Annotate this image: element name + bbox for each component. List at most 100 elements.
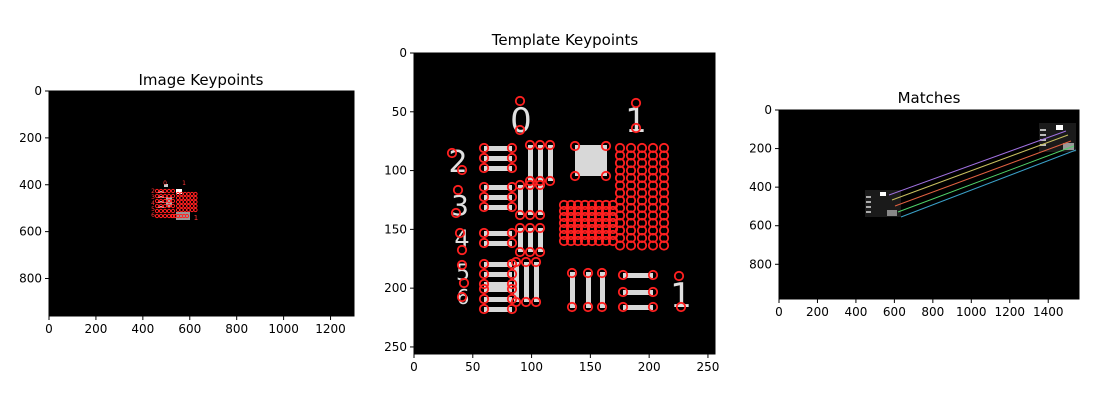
keypoint-marker — [647, 240, 659, 251]
keypoint-marker — [514, 95, 526, 107]
keypoint-marker — [514, 209, 526, 221]
x-tick-label: 250 — [696, 360, 719, 374]
keypoint-marker — [593, 205, 605, 217]
keypoint-marker — [446, 147, 458, 159]
keypoint-marker — [162, 193, 168, 199]
matches-left-cluster — [865, 190, 901, 217]
keypoint-marker — [506, 268, 518, 280]
x-tick-label: 1000 — [268, 322, 299, 336]
template-bar — [484, 146, 512, 151]
keypoint-marker — [586, 217, 598, 229]
y-tick-label: 400 — [19, 178, 42, 192]
keypoint-marker — [478, 237, 490, 249]
keypoint-marker — [162, 203, 168, 209]
keypoint-marker — [506, 283, 518, 295]
keypoint-marker — [607, 211, 619, 223]
keypoint-marker — [158, 208, 164, 214]
keypoint-marker — [193, 203, 198, 209]
keypoint-marker — [607, 223, 619, 235]
keypoint-marker — [478, 191, 490, 203]
template-bar — [484, 307, 512, 312]
image-keypoints-canvas — [49, 91, 354, 316]
x-tick-label: 600 — [178, 322, 201, 336]
keypoint-marker — [506, 201, 518, 213]
keypoint-marker — [630, 97, 642, 109]
template-bar — [484, 262, 512, 267]
keypoint-marker — [534, 209, 546, 221]
keypoint-marker — [506, 191, 518, 203]
keypoint-marker — [478, 283, 490, 295]
image-digit-0: 0 — [163, 180, 167, 187]
keypoint-marker — [154, 208, 160, 214]
keypoint-marker — [596, 301, 608, 313]
template-digit-1: 1 — [625, 101, 647, 141]
match-line — [894, 140, 1072, 207]
template-bar — [484, 156, 512, 161]
keypoint-marker — [565, 229, 577, 241]
keypoint-marker — [544, 139, 556, 151]
keypoint-marker — [524, 222, 536, 234]
keypoint-marker — [607, 217, 619, 229]
keypoint-marker — [514, 124, 526, 136]
template-bar — [538, 185, 543, 215]
keypoint-marker — [154, 188, 160, 194]
keypoint-marker — [166, 188, 172, 194]
keypoint-marker — [458, 277, 470, 289]
keypoint-marker — [478, 201, 490, 213]
template-bar — [528, 185, 533, 215]
template-bar — [524, 262, 529, 302]
keypoint-marker — [582, 267, 594, 279]
match-line — [897, 145, 1075, 213]
keypoint-marker — [456, 244, 468, 256]
template-bar — [600, 272, 605, 308]
keypoint-marker — [596, 267, 608, 279]
keypoint-marker — [647, 269, 659, 281]
keypoint-marker — [158, 198, 164, 204]
keypoint-marker — [673, 270, 685, 282]
keypoint-marker — [565, 205, 577, 217]
template-bar — [528, 145, 533, 181]
keypoint-marker — [572, 229, 584, 241]
keypoint-marker — [579, 211, 591, 223]
keypoint-marker — [586, 205, 598, 217]
template-bar — [484, 185, 512, 190]
keypoint-marker — [569, 140, 581, 152]
keypoint-marker — [658, 240, 670, 251]
template-bar — [548, 145, 553, 181]
keypoint-marker — [630, 122, 642, 134]
y-tick-label: 0 — [764, 103, 772, 117]
template-bar — [538, 228, 543, 252]
keypoint-marker — [154, 203, 160, 209]
keypoint-marker — [166, 203, 172, 209]
keypoint-marker — [607, 235, 619, 247]
keypoint-marker — [617, 269, 629, 281]
keypoint-marker — [558, 235, 570, 247]
keypoint-marker — [675, 301, 687, 313]
keypoint-marker — [524, 139, 536, 151]
image-keypoints-axes: 0 200 400 600 800 1000 1200 0 200 400 600 800 — [19, 84, 355, 336]
keypoint-marker — [572, 211, 584, 223]
keypoint-marker — [456, 259, 468, 271]
template-shapes: 0 1 2 3 4 5 6 1 — [448, 101, 691, 316]
template-bar — [623, 305, 653, 310]
keypoint-marker — [572, 199, 584, 211]
keypoint-marker — [530, 296, 542, 308]
keypoint-marker — [478, 303, 490, 315]
keypoint-marker — [617, 286, 629, 298]
x-tick-label: 1200 — [994, 305, 1025, 319]
keypoint-marker — [478, 258, 490, 270]
match-line — [888, 130, 1067, 196]
template-bar — [484, 205, 512, 210]
keypoint-marker — [524, 209, 536, 221]
keypoint-marker — [158, 213, 164, 219]
y-tick-label: 150 — [384, 222, 407, 236]
keypoint-marker — [170, 193, 176, 199]
y-tick-label: 200 — [749, 142, 772, 156]
match-lines — [888, 130, 1077, 218]
keypoint-marker — [558, 229, 570, 241]
keypoint-marker — [566, 267, 578, 279]
y-tick-label: 400 — [749, 180, 772, 194]
keypoint-marker — [586, 199, 598, 211]
keypoint-marker — [534, 139, 546, 151]
